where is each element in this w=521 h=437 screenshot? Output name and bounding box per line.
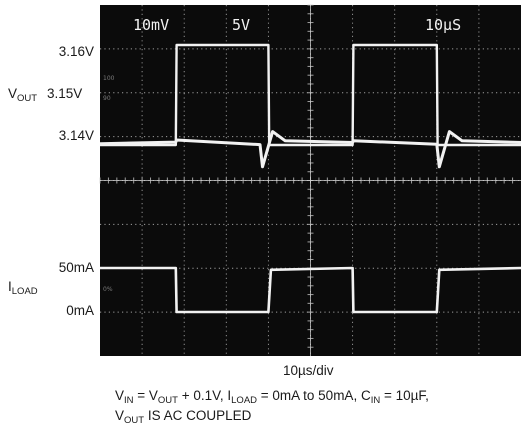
x-axis-label: 10µs/div <box>283 363 334 378</box>
vout-tick-3-16: 3.16V <box>58 44 94 59</box>
vout-tick-3-14: 3.14V <box>58 128 94 143</box>
gate-signal-trace <box>100 43 521 147</box>
vout-trace <box>99 130 521 169</box>
iload-tick-0: 0mA <box>66 303 94 318</box>
faint-mark-100: 100 <box>103 75 115 82</box>
time-scale-label: 10μS <box>425 16 461 34</box>
iload-trace <box>100 266 521 314</box>
scope-graticule <box>99 4 521 356</box>
ch2-scale-label: 5V <box>232 16 250 34</box>
vout-axis-label: VOUT <box>8 86 38 104</box>
caption-line-2: VOUT IS AC COUPLED <box>115 408 252 426</box>
iload-tick-50: 50mA <box>58 260 94 275</box>
ch1-scale-label: 10mV <box>133 16 169 34</box>
caption-line-1: VIN = VOUT + 0.1V, ILOAD = 0mA to 50mA, … <box>115 388 429 406</box>
iload-axis-label: ILOAD <box>8 279 38 297</box>
scope-traces <box>99 43 521 314</box>
vout-tick-3-15: 3.15V <box>47 86 83 101</box>
faint-mark-0: 0% <box>103 286 113 293</box>
faint-mark-90: 90 <box>103 95 111 102</box>
